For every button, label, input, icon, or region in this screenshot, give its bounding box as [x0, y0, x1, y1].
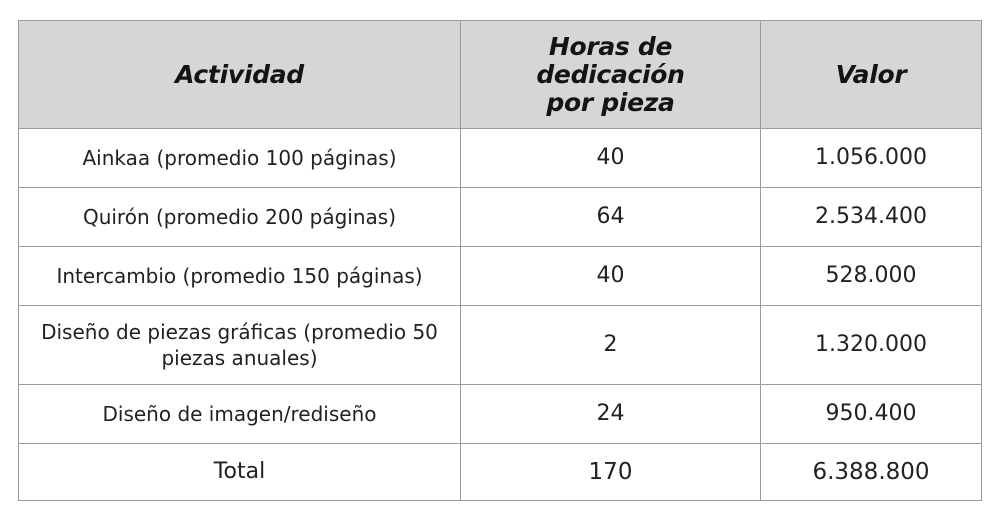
activity-cost-table: Actividad Horas de dedicación por pieza … [18, 20, 982, 501]
header-hours: Horas de dedicación por pieza [460, 20, 761, 129]
cell-value: 1.056.000 [760, 128, 982, 188]
cell-activity: Intercambio (promedio 150 páginas) [18, 246, 461, 306]
table-row: Diseño de imagen/rediseño 24 950.400 [18, 384, 982, 444]
header-value-label: Valor [835, 59, 907, 89]
cell-hours: 64 [460, 187, 761, 247]
total-hours: 170 [460, 443, 761, 501]
cell-hours: 2 [460, 305, 761, 385]
cell-value: 950.400 [760, 384, 982, 444]
total-label: Total [18, 443, 461, 501]
cell-value: 1.320.000 [760, 305, 982, 385]
cell-hours: 40 [460, 246, 761, 306]
cell-activity-line2: piezas anuales) [161, 346, 318, 370]
cell-activity: Diseño de piezas gráficas (promedio 50 p… [18, 305, 461, 385]
header-value: Valor [760, 20, 982, 129]
table-row: Diseño de piezas gráficas (promedio 50 p… [18, 305, 982, 385]
table-total-row: Total 170 6.388.800 [18, 443, 982, 501]
table-row: Ainkaa (promedio 100 páginas) 40 1.056.0… [18, 128, 982, 188]
table-row: Quirón (promedio 200 páginas) 64 2.534.4… [18, 187, 982, 247]
table-row: Intercambio (promedio 150 páginas) 40 52… [18, 246, 982, 306]
cell-activity: Diseño de imagen/rediseño [18, 384, 461, 444]
header-activity: Actividad [18, 20, 461, 129]
cell-value: 2.534.400 [760, 187, 982, 247]
cell-activity: Quirón (promedio 200 páginas) [18, 187, 461, 247]
cell-activity-line1: Diseño de piezas gráficas (promedio 50 [41, 320, 438, 344]
cell-activity: Ainkaa (promedio 100 páginas) [18, 128, 461, 188]
header-activity-label: Actividad [175, 59, 304, 89]
cell-value: 528.000 [760, 246, 982, 306]
cell-hours: 40 [460, 128, 761, 188]
table-header-row: Actividad Horas de dedicación por pieza … [18, 20, 982, 129]
header-hours-line2: por pieza [546, 87, 675, 117]
cell-hours: 24 [460, 384, 761, 444]
header-hours-line1: Horas de dedicación [536, 31, 685, 89]
total-value: 6.388.800 [760, 443, 982, 501]
